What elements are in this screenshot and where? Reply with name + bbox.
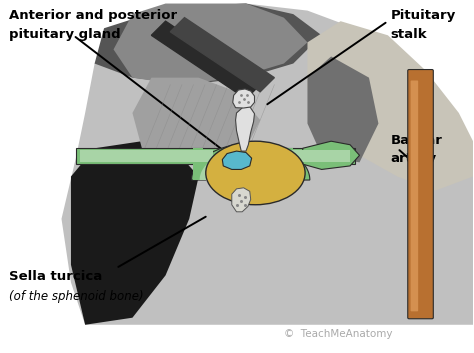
Polygon shape (232, 188, 251, 212)
Polygon shape (236, 107, 255, 151)
Text: Pituitary: Pituitary (390, 9, 456, 22)
Polygon shape (71, 141, 199, 325)
Polygon shape (62, 4, 473, 325)
Polygon shape (132, 78, 260, 162)
Polygon shape (151, 21, 260, 99)
Polygon shape (81, 150, 213, 162)
Text: Anterior and posterior: Anterior and posterior (9, 9, 178, 22)
Polygon shape (289, 150, 350, 162)
Polygon shape (114, 4, 308, 85)
Polygon shape (233, 89, 255, 108)
Polygon shape (191, 144, 310, 180)
Polygon shape (200, 149, 302, 180)
Polygon shape (283, 148, 293, 180)
Polygon shape (76, 148, 218, 164)
Ellipse shape (206, 141, 305, 205)
FancyBboxPatch shape (410, 80, 418, 311)
Text: artery: artery (390, 152, 437, 166)
Polygon shape (170, 18, 274, 92)
Text: (of the sphenoid bone): (of the sphenoid bone) (9, 290, 144, 303)
Polygon shape (222, 151, 252, 169)
FancyBboxPatch shape (408, 70, 433, 319)
Text: ©  TeachMeAnatomy: © TeachMeAnatomy (284, 329, 392, 339)
Polygon shape (308, 21, 473, 191)
Text: pituitary gland: pituitary gland (9, 28, 121, 41)
Polygon shape (284, 148, 355, 164)
Text: stalk: stalk (390, 28, 427, 41)
Polygon shape (303, 141, 359, 169)
Text: Basilar: Basilar (390, 134, 442, 147)
Polygon shape (193, 148, 203, 180)
Text: Sella turcica: Sella turcica (9, 270, 103, 283)
Polygon shape (95, 4, 322, 85)
Polygon shape (308, 56, 378, 162)
